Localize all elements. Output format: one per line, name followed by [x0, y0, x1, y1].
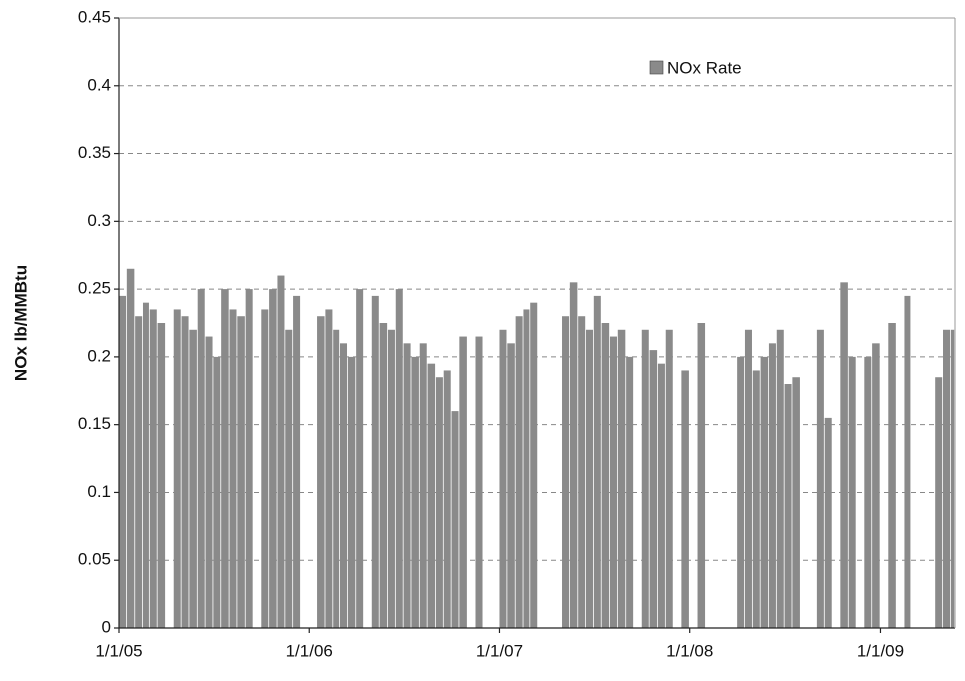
bar: [356, 289, 364, 628]
y-tick-label: 0.45: [78, 7, 111, 26]
bar: [379, 323, 388, 628]
bar: [435, 377, 443, 628]
bar: [593, 295, 601, 628]
bar: [737, 356, 745, 628]
y-tick-label: 0.05: [78, 550, 111, 569]
bar: [585, 329, 594, 628]
legend-label: NOx Rate: [667, 58, 742, 77]
bar: [609, 336, 617, 628]
bar: [864, 356, 872, 628]
x-tick-label: 1/1/09: [857, 641, 904, 660]
bar: [641, 329, 649, 628]
bar: [189, 329, 197, 628]
bar: [840, 282, 848, 628]
bar: [872, 343, 880, 628]
bar: [427, 363, 436, 628]
bar: [904, 295, 911, 628]
bar: [411, 356, 419, 628]
bar: [419, 343, 427, 628]
bar: [325, 309, 333, 628]
bar: [569, 282, 578, 628]
bar: [395, 289, 403, 628]
bar: [562, 316, 570, 628]
bar: [245, 289, 253, 628]
bar: [347, 356, 356, 628]
bar: [657, 363, 665, 628]
y-tick-label: 0.25: [78, 279, 111, 298]
bar: [507, 343, 515, 628]
bar: [784, 384, 792, 628]
bar: [149, 309, 157, 628]
bar: [205, 336, 213, 628]
bar: [119, 295, 127, 628]
bar: [752, 370, 760, 628]
bar: [269, 289, 277, 628]
y-tick-label: 0.1: [87, 482, 111, 501]
bar: [221, 289, 229, 628]
bar: [601, 323, 610, 628]
bar: [459, 336, 467, 628]
y-tick-label: 0.15: [78, 414, 111, 433]
bar: [181, 316, 189, 628]
bar: [816, 329, 824, 628]
bar: [451, 411, 459, 628]
bar: [943, 329, 951, 628]
bar: [339, 343, 348, 628]
bar: [173, 309, 181, 628]
bar: [935, 377, 943, 628]
y-axis-title: NOx lb/MMBtu: [11, 265, 30, 381]
x-tick-label: 1/1/05: [95, 641, 142, 660]
bar: [197, 289, 205, 628]
bar: [578, 316, 586, 628]
bar: [499, 329, 507, 628]
y-tick-label: 0: [102, 617, 111, 636]
bar: [285, 329, 293, 628]
bar: [213, 356, 221, 628]
y-tick-label: 0.35: [78, 143, 111, 162]
bar: [515, 316, 523, 628]
bar: [443, 370, 451, 628]
bar: [744, 329, 752, 628]
y-tick-label: 0.4: [87, 75, 111, 94]
bar: [824, 417, 832, 628]
bar: [792, 377, 800, 628]
bar: [950, 329, 955, 628]
bar: [229, 309, 237, 628]
bar: [317, 316, 325, 628]
bar: [760, 356, 769, 628]
bar: [237, 316, 245, 628]
bar: [776, 329, 784, 628]
bar: [261, 309, 269, 628]
bar: [617, 329, 626, 628]
bar: [626, 356, 634, 628]
bar: [333, 329, 340, 628]
bar: [523, 309, 530, 628]
bar: [371, 295, 379, 628]
bar: [277, 275, 285, 628]
bar: [475, 336, 483, 628]
legend-swatch: [649, 60, 664, 75]
bar: [848, 356, 856, 628]
x-tick-label: 1/1/07: [476, 641, 523, 660]
bar: [157, 323, 166, 628]
bar: [387, 329, 395, 628]
bar: [126, 268, 135, 628]
y-tick-label: 0.3: [87, 211, 111, 230]
bar: [768, 343, 776, 628]
bar: [530, 302, 538, 628]
x-tick-label: 1/1/06: [286, 641, 333, 660]
bar: [888, 323, 896, 628]
bar: [665, 329, 673, 628]
x-tick-label: 1/1/08: [666, 641, 713, 660]
y-tick-label: 0.2: [87, 346, 111, 365]
bar: [403, 343, 411, 628]
bar: [135, 316, 143, 628]
bar: [681, 370, 689, 628]
bar: [649, 350, 658, 628]
bar: [697, 323, 706, 628]
bar: [142, 302, 149, 628]
bar: [293, 295, 301, 628]
